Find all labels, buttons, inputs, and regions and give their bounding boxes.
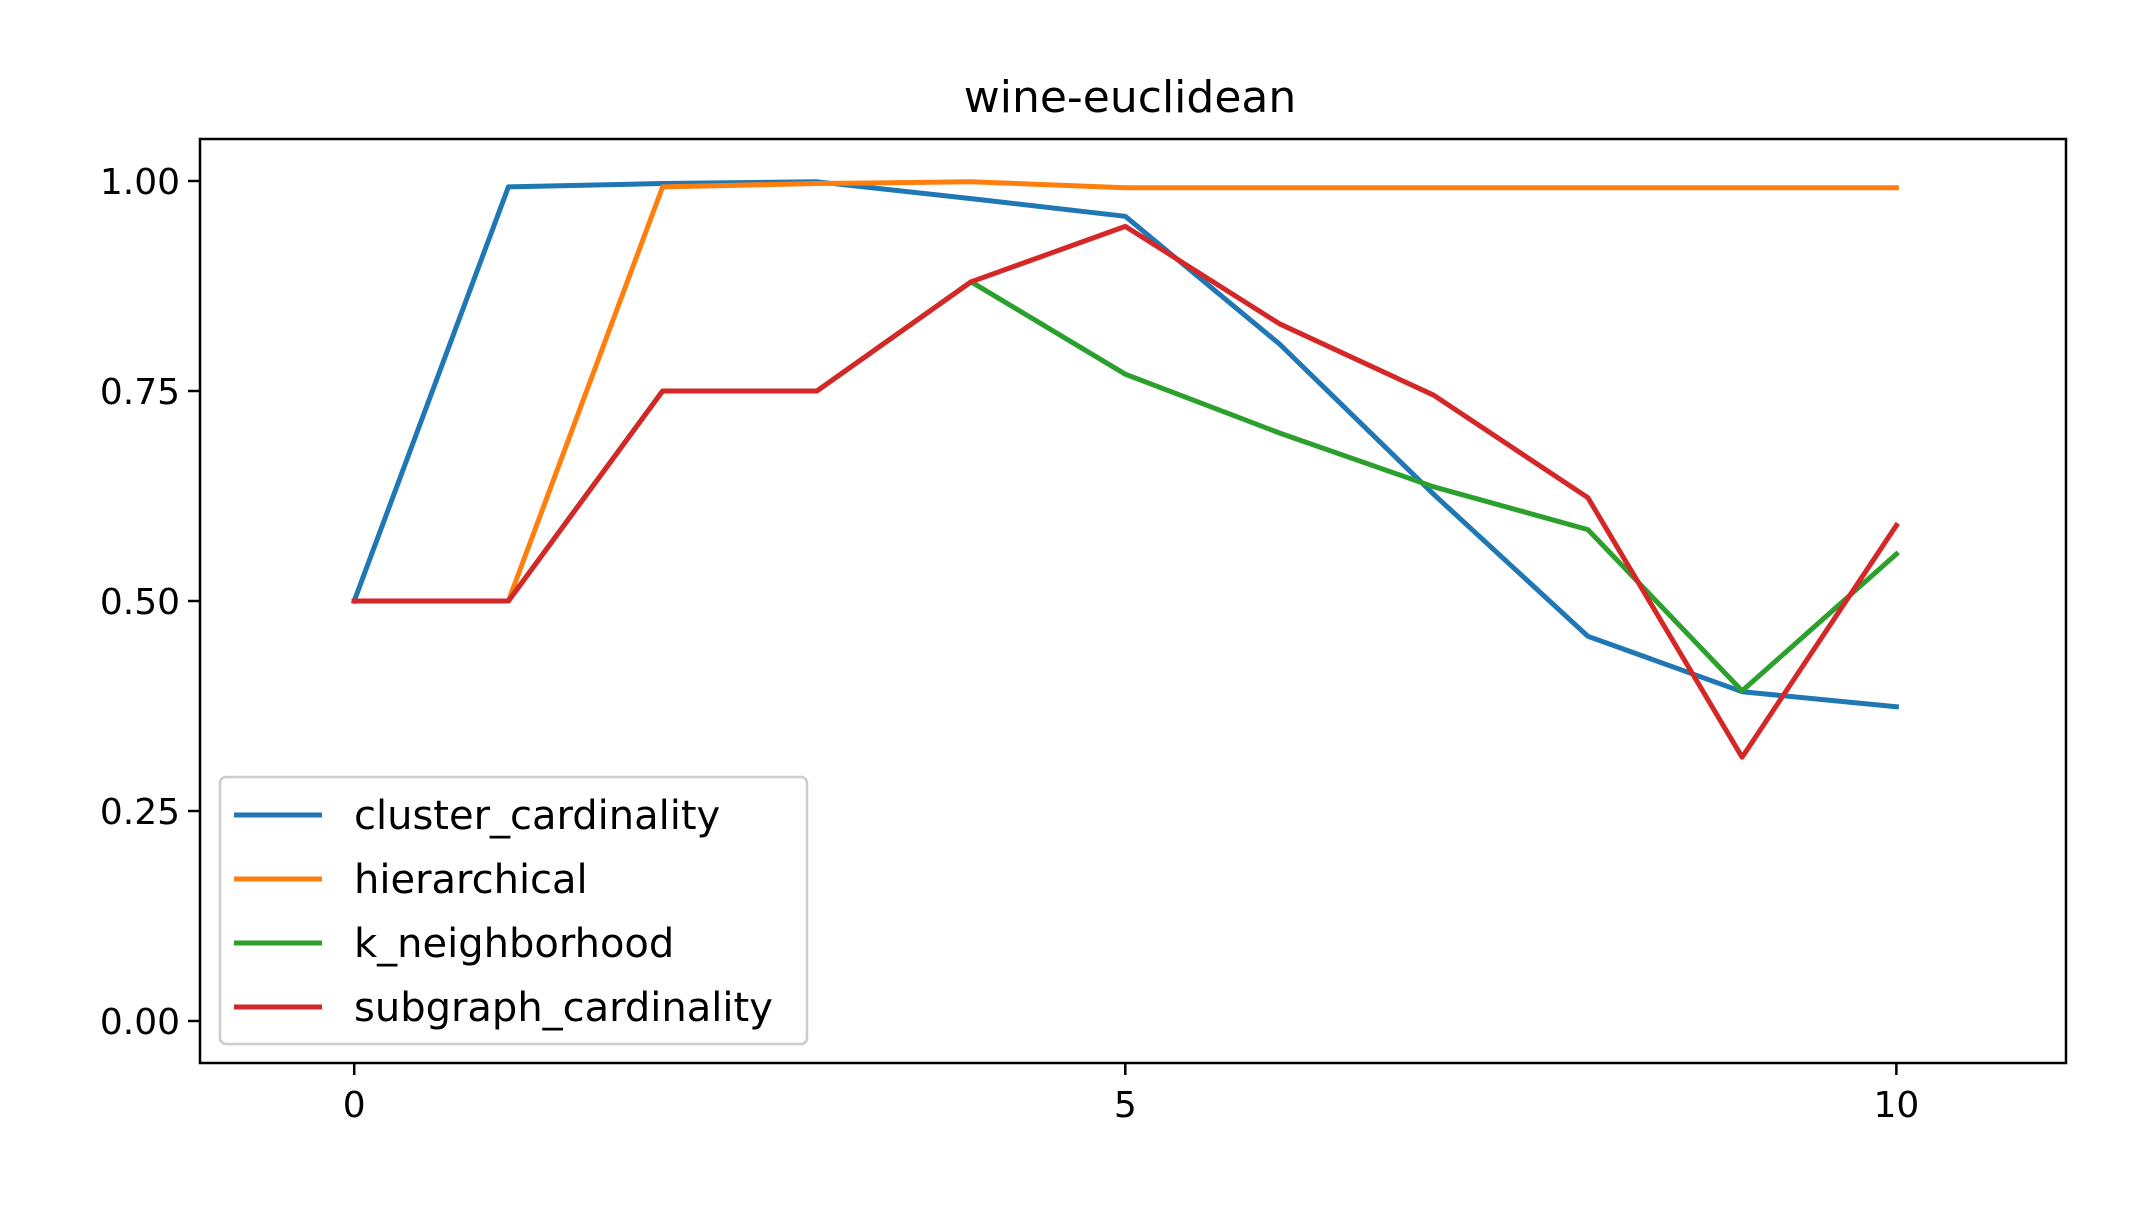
y-tick-label: 0.00 [100, 1002, 180, 1043]
legend-label-k-neighborhood: k_neighborhood [354, 921, 674, 967]
legend: cluster_cardinality hierarchical k_neighbo… [218, 775, 809, 1046]
legend-label-cluster-cardinality: cluster_cardinality [354, 793, 720, 839]
series-line-hierarchical [351, 179, 1899, 604]
axes-layer: 0 5 10 0.00 0.25 0.50 0.75 1.00 [100, 162, 1919, 1126]
y-tick-label: 0.50 [100, 582, 180, 623]
x-tick-label: 10 [1873, 1085, 1919, 1126]
x-tick-label: 0 [343, 1085, 366, 1126]
chart-title: wine-euclidean [964, 72, 1297, 123]
legend-label-hierarchical: hierarchical [354, 857, 588, 903]
series-line-cluster-cardinality [350, 179, 1900, 710]
y-tick-label: 1.00 [100, 162, 180, 203]
y-tick-label: 0.25 [100, 792, 180, 833]
series-layer [350, 179, 1900, 760]
y-tick-label: 0.75 [100, 372, 180, 413]
legend-frame [218, 775, 809, 1046]
series-line-subgraph-cardinality [351, 223, 1900, 760]
legend-label-subgraph-cardinality: subgraph_cardinality [354, 985, 773, 1031]
x-tick-label: 5 [1114, 1085, 1137, 1126]
